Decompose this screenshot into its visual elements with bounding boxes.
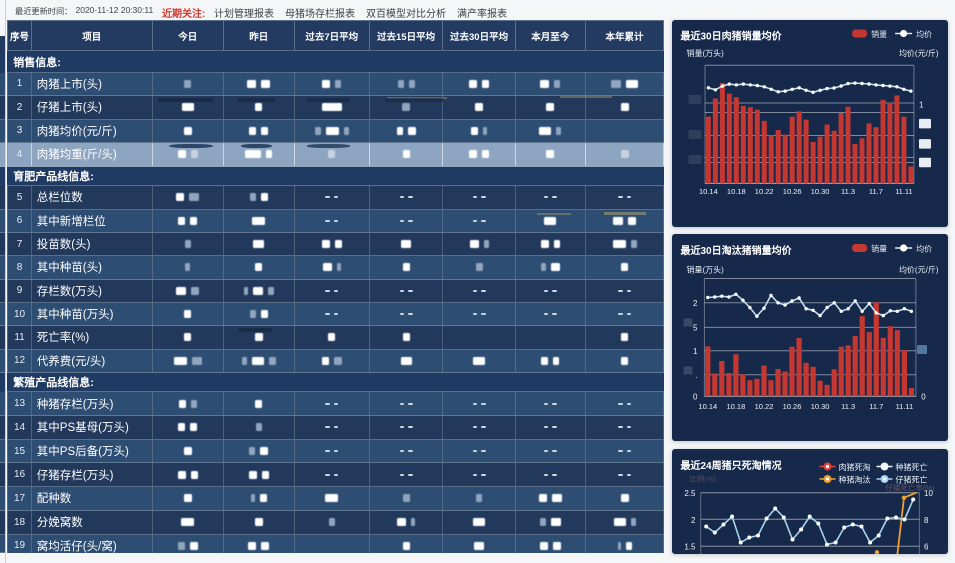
svg-text:比例(%): 比例(%) xyxy=(689,473,716,483)
svg-text:10.22: 10.22 xyxy=(754,187,773,196)
svg-text:.: . xyxy=(695,371,697,380)
svg-text:销量: 销量 xyxy=(871,243,887,253)
svg-text:11.7: 11.7 xyxy=(868,187,882,196)
svg-text:均价(元/斤): 均价(元/斤) xyxy=(898,264,938,274)
svg-text:11.7: 11.7 xyxy=(869,402,883,411)
svg-text:10.30: 10.30 xyxy=(810,402,829,411)
svg-text:1: 1 xyxy=(919,101,924,110)
svg-text:5: 5 xyxy=(693,323,698,332)
svg-text:销量: 销量 xyxy=(871,29,887,39)
svg-text:肉猪死淘: 肉猪死淘 xyxy=(838,462,870,472)
svg-text:最近24周猪只死淘情况: 最近24周猪只死淘情况 xyxy=(680,459,781,472)
svg-text:种猪淘汰: 种猪淘汰 xyxy=(838,474,870,484)
svg-text:销量(万头): 销量(万头) xyxy=(686,48,724,58)
svg-text:0: 0 xyxy=(921,392,926,401)
svg-text:10: 10 xyxy=(924,489,933,498)
svg-text:2.5: 2.5 xyxy=(684,489,696,498)
svg-text:2: 2 xyxy=(693,299,698,308)
svg-text:10.18: 10.18 xyxy=(726,187,745,196)
svg-text:均价: 均价 xyxy=(916,29,932,39)
svg-text:10.22: 10.22 xyxy=(754,402,773,411)
svg-text:10.30: 10.30 xyxy=(810,187,829,196)
svg-text:均价(元/斤): 均价(元/斤) xyxy=(898,48,938,58)
svg-text:销量(万头): 销量(万头) xyxy=(686,264,724,274)
svg-text:11.11: 11.11 xyxy=(895,402,913,411)
svg-text:种猪死亡: 种猪死亡 xyxy=(895,462,927,472)
svg-text:仔猪死亡率(%): 仔猪死亡率(%) xyxy=(885,482,935,492)
svg-text:10.14: 10.14 xyxy=(698,402,717,411)
svg-text:仔猪死亡: 仔猪死亡 xyxy=(895,474,927,484)
svg-text:11.3: 11.3 xyxy=(840,187,854,196)
svg-text:11.11: 11.11 xyxy=(895,187,913,196)
svg-text:最近30日淘汰猪销量均价: 最近30日淘汰猪销量均价 xyxy=(680,244,792,257)
svg-text:2: 2 xyxy=(691,515,696,524)
svg-text:10.26: 10.26 xyxy=(782,187,801,196)
svg-text:6: 6 xyxy=(924,542,929,551)
svg-text:1.5: 1.5 xyxy=(684,542,696,551)
svg-text:均价: 均价 xyxy=(916,243,932,253)
svg-text:11.3: 11.3 xyxy=(841,402,855,411)
svg-text:0: 0 xyxy=(693,392,698,401)
svg-text:1: 1 xyxy=(693,347,698,356)
svg-text:10.18: 10.18 xyxy=(726,402,745,411)
svg-text:10.14: 10.14 xyxy=(699,187,718,196)
svg-text:最近30日肉猪销量均价: 最近30日肉猪销量均价 xyxy=(680,29,782,42)
svg-text:8: 8 xyxy=(924,515,929,524)
svg-text:10.26: 10.26 xyxy=(782,402,801,411)
